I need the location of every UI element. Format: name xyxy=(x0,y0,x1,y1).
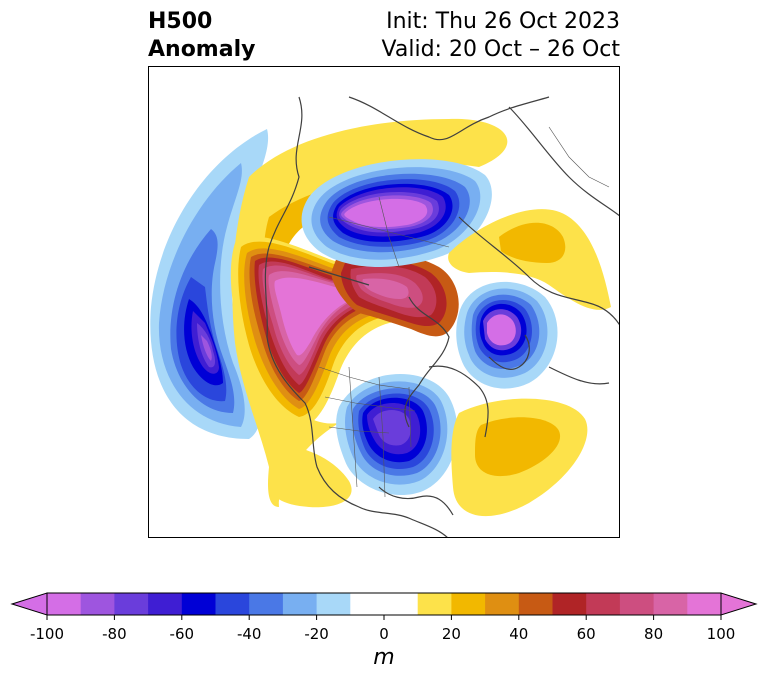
title-line-anomaly: Anomaly xyxy=(148,37,256,62)
colorbar-tick-label: 40 xyxy=(509,625,528,643)
anomaly-map xyxy=(148,66,620,538)
eastern-us-trough xyxy=(336,374,458,496)
colorbar-segment xyxy=(552,593,587,615)
colorbar-segments xyxy=(10,592,758,616)
colorbar-tick-label: -60 xyxy=(170,625,195,643)
subtropical-ridges xyxy=(268,398,588,517)
colorbar xyxy=(10,592,758,620)
europe-ridge xyxy=(448,209,611,310)
colorbar-segment xyxy=(282,593,318,615)
colorbar-unit-label: m xyxy=(373,645,395,670)
colorbar-tick-label: -20 xyxy=(304,625,329,643)
colorbar-tick-label: 100 xyxy=(707,625,736,643)
colorbar-tick-labels: -100 -80 -60 -40 -20 0 20 40 60 80 100 xyxy=(30,625,736,643)
colorbar-segment xyxy=(417,593,452,615)
colorbar-tick-label: 80 xyxy=(644,625,663,643)
colorbar-segment xyxy=(586,593,621,615)
colorbar-segment xyxy=(316,593,351,615)
colorbar-segment xyxy=(619,593,655,615)
arctic-trough xyxy=(301,159,492,268)
colorbar-segment xyxy=(518,593,553,615)
colorbar-tick-label: -100 xyxy=(30,625,64,643)
colorbar-tick-label: -40 xyxy=(237,625,262,643)
valid-range-label: Valid: 20 Oct – 26 Oct xyxy=(381,37,620,62)
colorbar-segment xyxy=(485,593,520,615)
map-svg xyxy=(150,96,619,537)
colorbar-segment xyxy=(80,593,115,615)
colorbar-segment xyxy=(181,593,216,615)
init-date-label: Init: Thu 26 Oct 2023 xyxy=(386,9,620,34)
colorbar-segment xyxy=(47,593,82,615)
colorbar-segment xyxy=(451,593,486,615)
colorbar-extend-low xyxy=(10,592,48,616)
colorbar-segment xyxy=(215,593,250,615)
colorbar-extend-high xyxy=(720,592,758,616)
colorbar-tick-label: 60 xyxy=(577,625,596,643)
colorbar-segment xyxy=(687,593,722,615)
political-boundaries xyxy=(318,126,610,498)
colorbar-segment xyxy=(114,593,149,615)
colorbar-tick-label: 0 xyxy=(379,625,389,643)
colorbar-segment xyxy=(350,593,385,615)
atlantic-trough xyxy=(456,281,558,389)
date-info: Init: Thu 26 Oct 2023 Valid: 20 Oct – 26… xyxy=(382,8,620,64)
colorbar-segment xyxy=(653,593,688,615)
colorbar-tick-label: -80 xyxy=(102,625,127,643)
colorbar-tick-label: 20 xyxy=(442,625,461,643)
colorbar-ticks xyxy=(46,615,722,620)
coastlines xyxy=(264,96,619,537)
colorbar-segment xyxy=(249,593,284,615)
colorbar-segment xyxy=(384,593,419,615)
colorbar-segment xyxy=(148,593,183,615)
chart-title: H500 Anomaly xyxy=(148,8,255,64)
title-line-variable: H500 xyxy=(148,9,213,34)
